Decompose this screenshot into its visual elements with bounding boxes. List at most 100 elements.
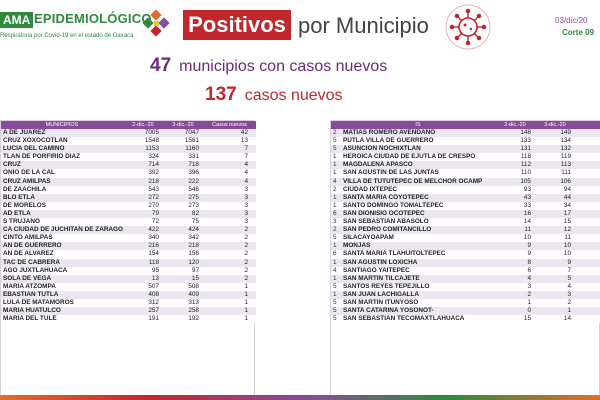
cases-current: 2 [535,298,575,308]
cases-new-cell [575,193,600,202]
cases-current: 113 [535,161,575,170]
cases-current: 156 [163,250,203,259]
table-row: 6 SAN DIONISIO OCOTEPEC 16 17 [331,209,600,219]
cases-new: 3 [203,218,256,227]
cases-prev: 118 [495,153,535,162]
cases-current: 396 [163,169,203,178]
table-row: 2 SAN PEDRO COMITANCILLO 11 12 [331,226,600,235]
row-number: 1 [331,201,341,210]
cases-current: 134 [535,137,575,146]
table-row: MARIA DEL TULE 191 192 1 [1,315,256,324]
municipio-name: AN DE ALVAREZ [1,250,123,259]
cases-prev: 408 [123,290,163,299]
row-number: 6 [331,250,341,259]
municipio-name: SAN AGUSTIN LOXICHA [341,258,495,267]
row-number: 5 [331,298,341,308]
municipio-name: SANTA CATARINA YOSONOT- [341,307,495,316]
cases-new: 2 [203,234,256,243]
cases-current: 15 [163,274,203,283]
cases-prev: 16 [495,209,535,219]
cases-new: 1 [203,290,256,299]
casos-count: 137 [205,84,237,105]
table-row: 5 SAN MARTIN ITUNYOSO 1 2 [331,298,600,308]
cases-prev: 112 [495,161,535,170]
row-number: 6 [331,209,341,219]
cases-current: 12 [535,226,575,235]
municipio-name: AN DE GUERRERO [1,242,123,251]
table-row: 5 SANTA CATARINA YOSONOT- 0 1 [331,307,600,316]
cases-new: 4 [203,161,256,170]
casos-text: casos nuevos [244,87,343,104]
cases-current: 119 [535,153,575,162]
municipio-name: S TRUJANO [1,218,123,227]
table-row: 1 SANTA MARIA COYOTEPEC 43 44 [331,193,600,202]
cases-current: 409 [163,290,203,299]
cases-prev: 72 [123,218,163,227]
cases-new-cell [575,290,600,299]
table-row: 2 MATIAS ROMERO AVENDAÑO 148 149 [331,129,600,138]
cases-current: 331 [163,153,203,162]
cases-prev: 154 [123,250,163,259]
municipio-name: PUTLA VILLA DE GUERRERO [341,137,495,146]
column-header: 3-dic.-20 [163,121,203,129]
cases-current: 17 [535,209,575,219]
cases-prev: 257 [123,307,163,316]
row-number: 5 [331,282,341,291]
cases-prev: 1 [495,298,535,308]
right-municipios-table: IS 2-dic.-20 3-dic.-20 2 MATIAS ROMERO AV… [331,121,600,324]
table-row: TLAN DE PORFIRIO DIAZ 324 331 7 [1,153,256,162]
cases-current: 149 [535,129,575,138]
cases-new: 4 [203,177,256,186]
table-row: 3 SAN SEBASTIAN ABASOLO 14 15 [331,218,600,227]
cases-prev: 392 [123,169,163,178]
row-number: 5 [331,145,341,154]
table-row: 4 SANTIAGO YAITEPEC 6 7 [331,266,600,275]
cases-new: 1 [203,315,256,324]
municipio-name: SANTO DOMINGO TOMALTEPEC [341,201,495,210]
cases-new-cell [575,315,600,324]
cases-current: 218 [163,242,203,251]
municipio-name: MATIAS ROMERO AVENDAÑO [341,129,495,138]
column-header: IS [341,121,495,129]
cases-new: 4 [203,169,256,178]
table-row: TAC DE CABRERA 118 120 2 [1,258,256,267]
cases-current: 192 [163,315,203,324]
row-number: 4 [331,266,341,275]
table-row: EBASTIAN TUTLA 408 409 1 [1,290,256,299]
column-header: Casos nuevos [203,121,256,129]
title-highlight: Positivos [183,10,291,40]
row-number: 2 [331,185,341,194]
municipio-name: AGO JUXTLAHUACA [1,266,123,275]
cases-new-cell [575,145,600,154]
cases-prev: 324 [123,153,163,162]
cases-new-cell [575,258,600,267]
cases-prev: 543 [123,185,163,194]
table-row: CRUZ XOXOCOTLAN 1548 1561 13 [1,137,256,146]
cases-prev: 3 [495,282,535,291]
municipio-name: SAN PEDRO COMITANCILLO [341,226,495,235]
row-number: 5 [331,307,341,316]
cases-prev: 11 [495,226,535,235]
cases-prev: 216 [123,242,163,251]
municipio-name: SANTA MARIA COYOTEPEC [341,193,495,202]
table-row: 1 SAN AGUSTIN DE LAS JUNTAS 110 111 [331,169,600,178]
table-row: CRUZ AMILPAS 218 222 4 [1,177,256,186]
cases-new: 3 [203,193,256,202]
municipio-name: CINTO AMILPAS [1,234,123,243]
cases-current: 342 [163,234,203,243]
table-row: 6 SANTA MARIA TLAHUITOLTEPEC 9 10 [331,250,600,259]
municipio-name: ASUNCION NOCHIXTLAN [341,145,495,154]
cases-new-cell [575,250,600,259]
municipio-name: SAN JUAN LACHIGALLA [341,290,495,299]
cases-new-cell [575,185,600,194]
cases-prev: 6 [495,266,535,275]
cases-current: 273 [163,201,203,210]
table-row: MARIA HUATULCO 257 258 1 [1,307,256,316]
municipio-name: MARIA ATZOMPA [1,282,123,291]
casos-summary: 137 casos nuevos [205,84,405,108]
cases-prev: 422 [123,226,163,235]
row-number: 4 [331,177,341,186]
left-municipios-table: MUNICIPIOS 2-dic.-20 3-dic.-20 Casos nue… [1,121,256,324]
cases-new: 2 [203,258,256,267]
table-row: 1 SAN AGUSTIN LOXICHA 8 9 [331,258,600,267]
